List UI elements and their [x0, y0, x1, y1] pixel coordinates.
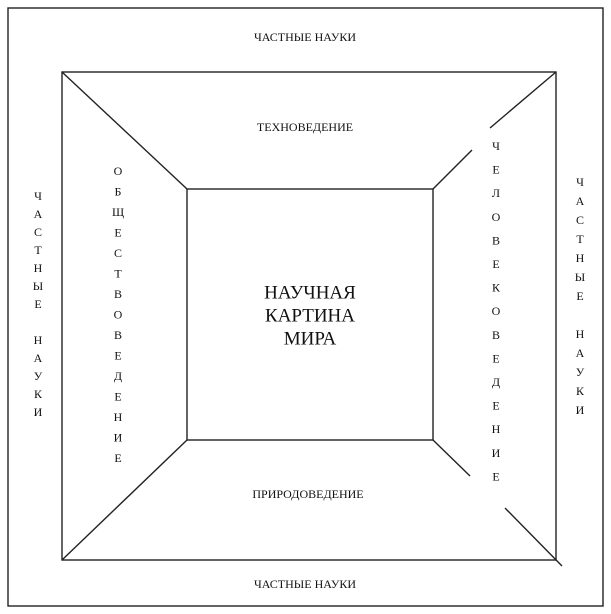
lower-label: ПРИРОДОВЕДЕНИЕ: [252, 487, 363, 501]
diagonal: [61, 71, 188, 190]
inner-square: [186, 188, 434, 441]
center-line: НАУЧНАЯ: [264, 282, 356, 303]
frame: [61, 71, 557, 561]
diagonal: [61, 439, 188, 561]
diagonal: [432, 439, 471, 477]
upper-label: ТЕХНОВЕДЕНИЕ: [257, 120, 353, 134]
center-line: МИРА: [284, 328, 337, 349]
diagonal: [432, 149, 473, 190]
center-line: КАРТИНА: [265, 305, 355, 326]
outer-border: [7, 7, 604, 607]
bottom-label: ЧАСТНЫЕ НАУКИ: [254, 577, 356, 591]
diagonal: [489, 71, 557, 129]
diagonal: [504, 507, 563, 567]
top-label: ЧАСТНЫЕ НАУКИ: [254, 30, 356, 44]
